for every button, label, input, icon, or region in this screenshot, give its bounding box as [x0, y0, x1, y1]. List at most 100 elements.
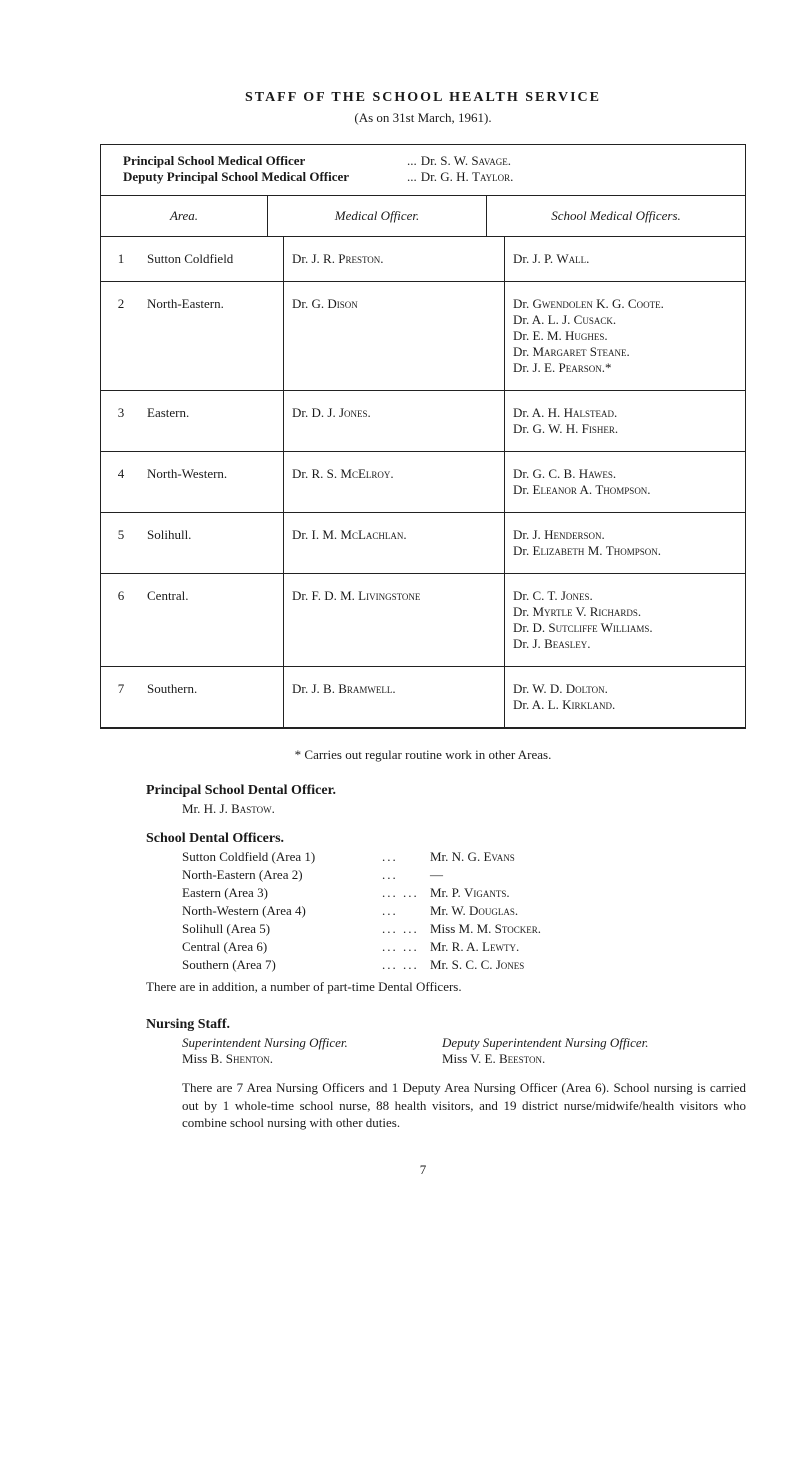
- header-area: Area.: [101, 196, 267, 236]
- dental-principal-name: Mr. H. J. Bastow.: [182, 801, 746, 817]
- dental-officer-name: —: [430, 867, 746, 883]
- officer-name: Dr. W. D. Dolton.: [513, 681, 739, 697]
- row-medical-officer: Dr. D. J. Jones.: [283, 391, 504, 451]
- dental-area: Central (Area 6): [182, 939, 382, 955]
- header-medical: Medical Officer.: [267, 196, 486, 236]
- dental-row: Southern (Area 7)... ...Mr. S. C. C. Jon…: [182, 957, 746, 973]
- row-number: 5: [101, 513, 139, 573]
- row-area: Solihull.: [139, 513, 283, 573]
- deputy-principal-name: Dr. G. H. Taylor.: [421, 169, 514, 185]
- dots: ...: [382, 849, 430, 865]
- row-medical-officer: Dr. F. D. M. Livingstone: [283, 574, 504, 666]
- row-area: Southern.: [139, 667, 283, 727]
- nursing-body: There are 7 Area Nursing Officers and 1 …: [182, 1079, 746, 1132]
- officer-name: Dr. A. L. J. Cusack.: [513, 312, 739, 328]
- principal-name: Dr. S. W. Savage.: [421, 153, 511, 169]
- row-number: 4: [101, 452, 139, 512]
- dental-principal-title: Principal School Dental Officer.: [146, 783, 746, 799]
- dots: ...: [407, 169, 417, 185]
- row-medical-officer: Dr. J. B. Bramwell.: [283, 667, 504, 727]
- principal-officers: Principal School Medical Officer ... Dr.…: [101, 145, 745, 196]
- row-area: Eastern.: [139, 391, 283, 451]
- dental-officer-name: Mr. P. Vigants.: [430, 885, 746, 901]
- nursing-block: Nursing Staff. Superintendent Nursing Of…: [146, 1017, 746, 1132]
- officer-name: Dr. A. L. Kirkland.: [513, 697, 739, 713]
- dental-area: Eastern (Area 3): [182, 885, 382, 901]
- dots: ... ...: [382, 957, 430, 973]
- dental-area: North-Western (Area 4): [182, 903, 382, 919]
- row-school-officers: Dr. J. Henderson.Dr. Elizabeth M. Thomps…: [504, 513, 745, 573]
- deputy-principal-role: Deputy Principal School Medical Officer: [123, 169, 403, 185]
- dental-area: Southern (Area 7): [182, 957, 382, 973]
- table-row: 6Central.Dr. F. D. M. LivingstoneDr. C. …: [101, 574, 745, 667]
- table-body: 1Sutton ColdfieldDr. J. R. Preston.Dr. J…: [101, 237, 745, 728]
- dots: ... ...: [382, 921, 430, 937]
- row-school-officers: Dr. Gwendolen K. G. Coote.Dr. A. L. J. C…: [504, 282, 745, 390]
- nursing-title: Nursing Staff.: [146, 1017, 746, 1033]
- table-row: 2North-Eastern.Dr. G. DisonDr. Gwendolen…: [101, 282, 745, 391]
- table-row: 1Sutton ColdfieldDr. J. R. Preston.Dr. J…: [101, 237, 745, 282]
- row-number: 1: [101, 237, 139, 281]
- row-school-officers: Dr. C. T. Jones.Dr. Myrtle V. Richards. D…: [504, 574, 745, 666]
- row-school-officers: Dr. G. C. B. Hawes.Dr. Eleanor A. Thomps…: [504, 452, 745, 512]
- row-area: North-Western.: [139, 452, 283, 512]
- row-medical-officer: Dr. J. R. Preston.: [283, 237, 504, 281]
- dental-addition: There are in addition, a number of part-…: [146, 979, 746, 995]
- row-number: 2: [101, 282, 139, 390]
- nursing-super-name: Miss B. Shenton.: [182, 1051, 442, 1067]
- officer-name: Dr. C. T. Jones.: [513, 588, 739, 604]
- officer-name: Dr. Myrtle V. Richards.: [513, 604, 739, 620]
- officer-name: Dr. G. C. B. Hawes.: [513, 466, 739, 482]
- row-number: 6: [101, 574, 139, 666]
- row-medical-officer: Dr. R. S. McElroy.: [283, 452, 504, 512]
- dots: ...: [382, 867, 430, 883]
- officer-name: Dr. Elizabeth M. Thompson.: [513, 543, 739, 559]
- nursing-deputy-name: Miss V. E. Beeston.: [442, 1051, 746, 1067]
- officer-name: Dr. J. Henderson.: [513, 527, 739, 543]
- dental-area: Solihull (Area 5): [182, 921, 382, 937]
- row-medical-officer: Dr. G. Dison: [283, 282, 504, 390]
- table-row: 5Solihull.Dr. I. M. McLachlan.Dr. J. Hen…: [101, 513, 745, 574]
- row-area: North-Eastern.: [139, 282, 283, 390]
- dots: ...: [407, 153, 417, 169]
- page-number: 7: [100, 1162, 746, 1178]
- table-row: 7Southern.Dr. J. B. Bramwell. Dr. W. D. D…: [101, 667, 745, 728]
- row-medical-officer: Dr. I. M. McLachlan.: [283, 513, 504, 573]
- row-area: Central.: [139, 574, 283, 666]
- header-school: School Medical Officers.: [486, 196, 745, 236]
- dental-officers-title: School Dental Officers.: [146, 831, 746, 847]
- table-row: 4North-Western.Dr. R. S. McElroy.Dr. G. …: [101, 452, 745, 513]
- nursing-deputy-label: Deputy Superintendent Nursing Officer.: [442, 1035, 746, 1051]
- dental-list: Sutton Coldfield (Area 1)...Mr. N. G. Ev…: [182, 849, 746, 973]
- table-header: Area. Medical Officer. School Medical Of…: [101, 196, 745, 237]
- dental-area: North-Eastern (Area 2): [182, 867, 382, 883]
- nursing-super-label: Superintendent Nursing Officer.: [182, 1035, 442, 1051]
- document-page: STAFF OF THE SCHOOL HEALTH SERVICE (As o…: [0, 0, 801, 1218]
- title-block: STAFF OF THE SCHOOL HEALTH SERVICE (As o…: [100, 90, 746, 126]
- dental-row: Central (Area 6)... ...Mr. R. A. Lewty.: [182, 939, 746, 955]
- main-title: STAFF OF THE SCHOOL HEALTH SERVICE: [100, 90, 746, 106]
- dental-row: North-Western (Area 4)...Mr. W. Douglas.: [182, 903, 746, 919]
- officer-name: Dr. E. M. Hughes.: [513, 328, 739, 344]
- table-row: 3Eastern.Dr. D. J. Jones.Dr. A. H. Halst…: [101, 391, 745, 452]
- dental-officer-name: Mr. N. G. Evans: [430, 849, 746, 865]
- officer-name: Dr. J. P. Wall.: [513, 251, 739, 267]
- dental-officer-name: Mr. R. A. Lewty.: [430, 939, 746, 955]
- dental-row: North-Eastern (Area 2)...—: [182, 867, 746, 883]
- dental-row: Eastern (Area 3)... ...Mr. P. Vigants.: [182, 885, 746, 901]
- row-number: 3: [101, 391, 139, 451]
- dental-area: Sutton Coldfield (Area 1): [182, 849, 382, 865]
- dental-officer-name: Mr. S. C. C. Jones: [430, 957, 746, 973]
- dots: ...: [382, 903, 430, 919]
- officer-name: Dr. Gwendolen K. G. Coote.: [513, 296, 739, 312]
- principal-role: Principal School Medical Officer: [123, 153, 403, 169]
- officer-name: Dr. Eleanor A. Thompson.: [513, 482, 739, 498]
- dental-row: Solihull (Area 5)... ...Miss M. M. Stock…: [182, 921, 746, 937]
- officer-name: Dr. J. E. Pearson.*: [513, 360, 739, 376]
- dots: ... ...: [382, 885, 430, 901]
- subtitle: (As on 31st March, 1961).: [100, 110, 746, 126]
- officer-name: Dr. J. Beasley.: [513, 636, 739, 652]
- row-number: 7: [101, 667, 139, 727]
- dental-officer-name: Miss M. M. Stocker.: [430, 921, 746, 937]
- officers-table: Principal School Medical Officer ... Dr.…: [100, 144, 746, 729]
